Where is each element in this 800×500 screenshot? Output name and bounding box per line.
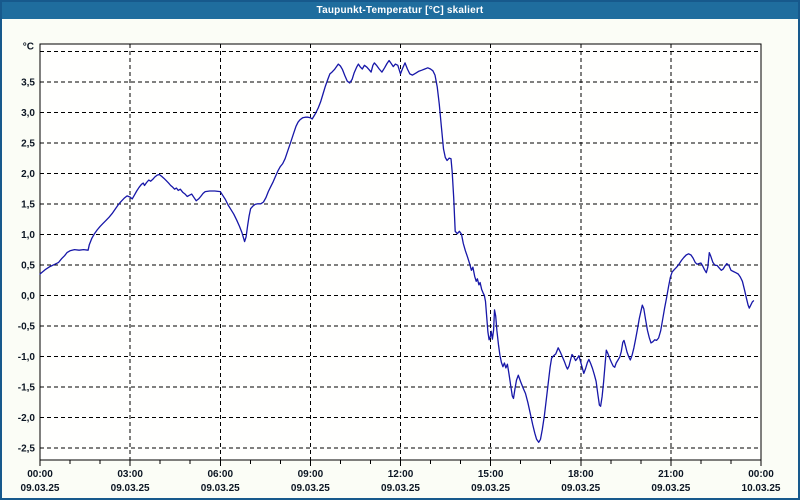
x-tick-date: 09.03.25 [21,483,60,494]
y-tick-label: -2,5 [18,443,36,454]
x-tick-time: 09:00 [298,469,324,480]
x-tick-time: 12:00 [388,469,414,480]
x-tick-date: 09.03.25 [561,483,600,494]
y-tick-label: 1,5 [21,199,35,210]
x-tick-time: 00:00 [27,469,53,480]
x-tick-time: 03:00 [117,469,143,480]
y-tick-label: 2,0 [21,169,35,180]
x-tick-date: 09.03.25 [291,483,330,494]
y-tick-label: 3,0 [21,108,35,119]
x-tick-date: 09.03.25 [381,483,420,494]
y-tick-label: -1,0 [18,352,36,363]
y-tick-label: 2,5 [21,138,35,149]
x-tick-date: 09.03.25 [651,483,690,494]
x-tick-date: 10.03.25 [742,483,781,494]
x-tick-time: 18:00 [568,469,594,480]
y-tick-label: 1,0 [21,230,35,241]
series-line [39,59,755,443]
y-tick-label: 0,0 [21,291,35,302]
y-unit-label: °C [23,41,34,52]
y-tick-label: 0,5 [21,260,35,271]
x-tick-date: 09.03.25 [201,483,240,494]
window-title: Taupunkt-Temperatur [°C] skaliert [316,5,484,16]
y-tick-label: 3,5 [21,77,35,88]
x-tick-time: 21:00 [658,469,684,480]
y-tick-label: -0,5 [18,321,36,332]
x-tick-time: 06:00 [207,469,233,480]
titlebar: Taupunkt-Temperatur [°C] skaliert [2,2,798,19]
x-tick-time: 00:00 [748,469,774,480]
y-tick-label: -1,5 [18,382,36,393]
y-tick-label: -2,0 [18,413,36,424]
x-tick-time: 15:00 [478,469,504,480]
x-tick-date: 09.03.25 [471,483,510,494]
x-tick-date: 09.03.25 [111,483,150,494]
